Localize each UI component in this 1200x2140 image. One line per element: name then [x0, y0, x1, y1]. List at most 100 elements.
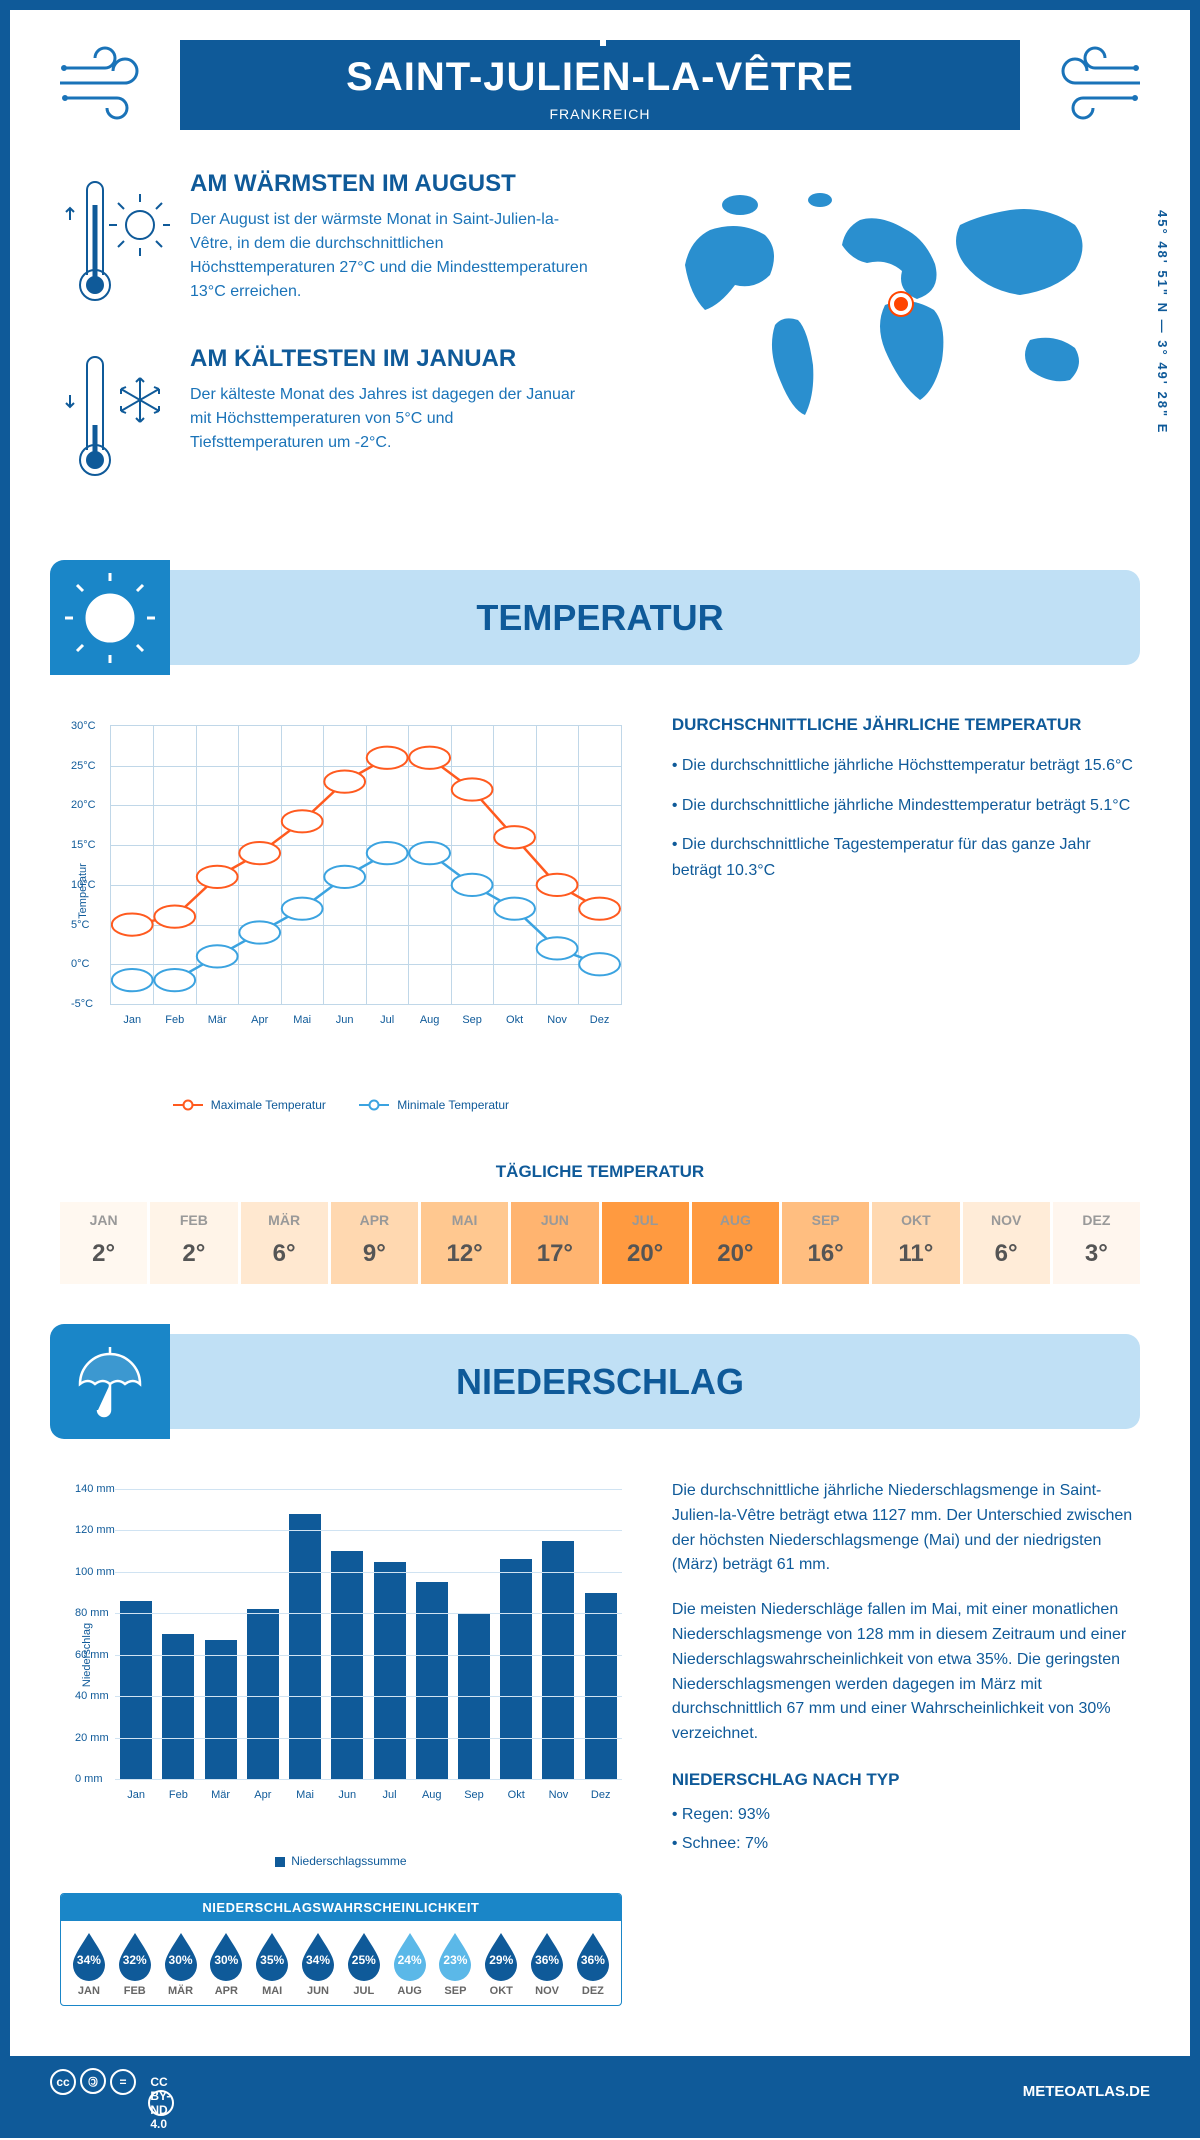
- precipitation-info: Die durchschnittliche jährliche Niedersc…: [672, 1479, 1140, 2006]
- raindrop-icon: 35%: [252, 1931, 292, 1981]
- daily-temp-value: 11°: [872, 1240, 959, 1274]
- daily-temp-cell: FEB2°: [150, 1202, 237, 1284]
- raindrop-icon: 34%: [69, 1931, 109, 1981]
- daily-temp-month: MAI: [421, 1212, 508, 1228]
- x-tick: Nov: [547, 1014, 567, 1026]
- probability-month: JUL: [341, 1985, 387, 1997]
- warmest-title: AM WÄRMSTEN IM AUGUST: [190, 170, 590, 198]
- probability-cell: 32% FEB: [112, 1931, 158, 1997]
- daily-temp-cell: JUL20°: [602, 1202, 689, 1284]
- bar-column: Mai: [284, 1489, 326, 1779]
- probability-month: FEB: [112, 1985, 158, 1997]
- bar: [374, 1562, 406, 1780]
- raindrop-icon: 34%: [298, 1931, 338, 1981]
- probability-cell: 25%JUL: [341, 1931, 387, 1997]
- probability-value: 36%: [535, 1953, 559, 1967]
- y-tick: 100 mm: [75, 1566, 115, 1578]
- daily-temp-month: MÄR: [241, 1212, 328, 1228]
- probability-cell: 24%AUG: [387, 1931, 433, 1997]
- y-tick: 0 mm: [75, 1773, 103, 1785]
- x-tick: Jul: [380, 1014, 394, 1026]
- y-tick: 25°C: [71, 760, 96, 772]
- x-tick: Jan: [127, 1789, 145, 1801]
- bar: [162, 1634, 194, 1779]
- daily-temp-month: APR: [331, 1212, 418, 1228]
- precip-by-type-title: NIEDERSCHLAG NACH TYP: [672, 1767, 1140, 1793]
- daily-temp-month: JUL: [602, 1212, 689, 1228]
- wind-icon-left: [60, 43, 160, 128]
- probability-month: MAI: [249, 1985, 295, 1997]
- probability-month: APR: [203, 1985, 249, 1997]
- raindrop-icon: 30%: [161, 1931, 201, 1981]
- nd-icon: =: [110, 2069, 136, 2095]
- x-tick: Okt: [506, 1014, 523, 1026]
- x-tick: Nov: [549, 1789, 569, 1801]
- raindrop-icon: 23%: [435, 1931, 475, 1981]
- x-tick: Jun: [338, 1789, 356, 1801]
- daily-temp-value: 16°: [782, 1240, 869, 1274]
- coordinates-label: 45° 48' 51" N — 3° 49' 28" E: [1155, 210, 1170, 434]
- bar-column: Jun: [326, 1489, 368, 1779]
- raindrop-icon: 32%: [115, 1931, 155, 1981]
- daily-temp-value: 20°: [692, 1240, 779, 1274]
- probability-month: NOV: [524, 1985, 570, 1997]
- cc-icon: cc: [50, 2069, 76, 2095]
- probability-value: 34%: [306, 1953, 330, 1967]
- thermometer-hot-icon: [60, 170, 170, 315]
- temperature-info: DURCHSCHNITTLICHE JÄHRLICHE TEMPERATUR •…: [672, 715, 1140, 1112]
- bar: [205, 1640, 237, 1779]
- temp-info-point: • Die durchschnittliche jährliche Höchst…: [672, 753, 1140, 779]
- coldest-block: AM KÄLTESTEN IM JANUAR Der kälteste Mona…: [60, 345, 620, 490]
- sun-icon: [50, 560, 170, 675]
- raindrop-icon: 36%: [527, 1931, 567, 1981]
- city-title: SAINT-JULIEN-LA-VÊTRE: [180, 55, 1020, 100]
- y-tick: 5°C: [71, 919, 89, 931]
- bar: [120, 1601, 152, 1779]
- x-tick: Mär: [208, 1014, 227, 1026]
- daily-temp-cell: SEP 16°: [782, 1202, 869, 1284]
- bar-column: Jul: [368, 1489, 410, 1779]
- x-tick: Jul: [382, 1789, 396, 1801]
- thermometer-cold-icon: [60, 345, 170, 490]
- bar: [331, 1551, 363, 1779]
- daily-temp-month: SEP: [782, 1212, 869, 1228]
- y-tick: 60 mm: [75, 1649, 109, 1661]
- daily-temp-value: 17°: [511, 1240, 598, 1274]
- daily-temp-cell: JAN2°: [60, 1202, 147, 1284]
- precipitation-section-title: NIEDERSCHLAG: [456, 1361, 744, 1403]
- location-marker-icon: [890, 293, 912, 315]
- daily-temp-cell: MAI12°: [421, 1202, 508, 1284]
- probability-value: 34%: [77, 1953, 101, 1967]
- y-tick: 10°C: [71, 879, 96, 891]
- bar: [289, 1514, 321, 1779]
- warmest-block: AM WÄRMSTEN IM AUGUST Der August ist der…: [60, 170, 620, 315]
- probability-cell: 29%OKT: [478, 1931, 524, 1997]
- x-tick: Okt: [508, 1789, 525, 1801]
- probability-cell: 23%SEP: [433, 1931, 479, 1997]
- bar-column: Jan: [115, 1489, 157, 1779]
- x-tick: Feb: [169, 1789, 188, 1801]
- x-tick: Sep: [462, 1014, 482, 1026]
- probability-month: JAN: [66, 1985, 112, 1997]
- daily-temp-value: 6°: [241, 1240, 328, 1274]
- probability-cell: 34%JUN: [295, 1931, 341, 1997]
- bar: [585, 1593, 617, 1779]
- x-tick: Mai: [296, 1789, 314, 1801]
- probability-month: AUG: [387, 1985, 433, 1997]
- x-tick: Dez: [590, 1014, 610, 1026]
- precip-text-2: Die meisten Niederschläge fallen im Mai,…: [672, 1598, 1140, 1747]
- bar-column: Aug: [411, 1489, 453, 1779]
- probability-cell: 36%DEZ: [570, 1931, 616, 1997]
- temp-info-title: DURCHSCHNITTLICHE JÄHRLICHE TEMPERATUR: [672, 715, 1140, 735]
- bar: [247, 1609, 279, 1779]
- y-tick: 40 mm: [75, 1690, 109, 1702]
- daily-temp-value: 6°: [963, 1240, 1050, 1274]
- umbrella-icon: [50, 1324, 170, 1439]
- precipitation-probability-box: NIEDERSCHLAGSWAHRSCHEINLICHKEIT 34%JAN32…: [60, 1893, 622, 2006]
- x-tick: Sep: [464, 1789, 484, 1801]
- probability-value: 36%: [581, 1953, 605, 1967]
- daily-temp-value: 9°: [331, 1240, 418, 1274]
- title-banner: SAINT-JULIEN-LA-VÊTRE FRANKREICH: [180, 40, 1020, 130]
- temp-info-point: • Die durchschnittliche Tagestemperatur …: [672, 832, 1140, 883]
- wind-icon-right: [1040, 43, 1140, 128]
